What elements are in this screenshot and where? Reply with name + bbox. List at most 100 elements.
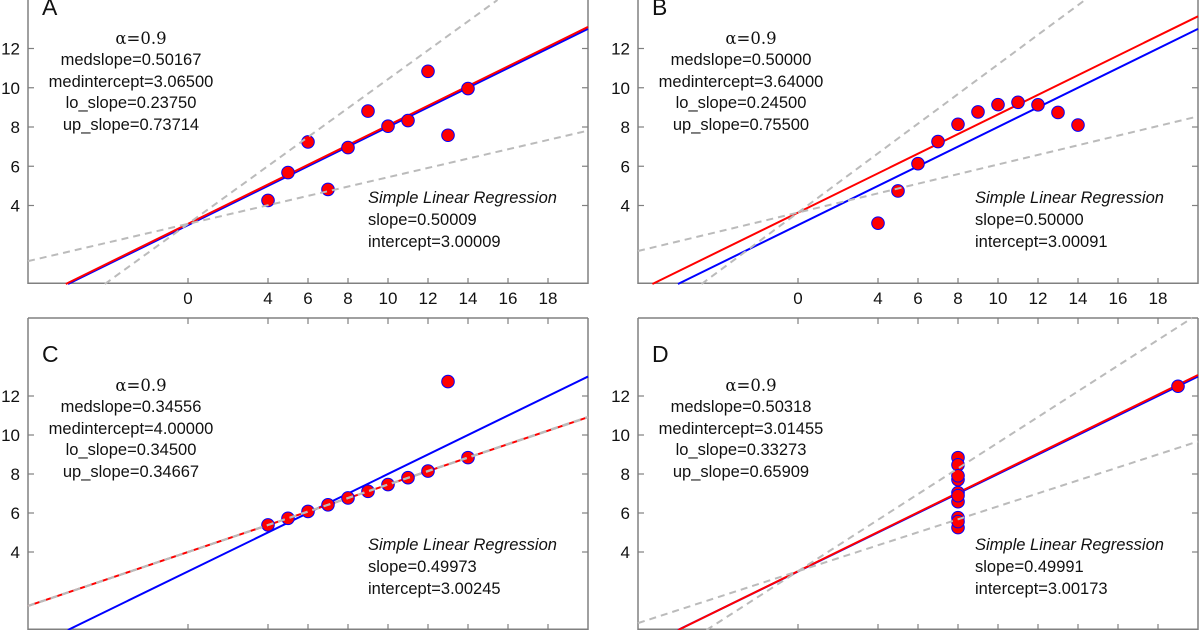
data-point [911,156,925,171]
data-point [1011,95,1025,110]
x-tick-label: 4 [263,289,272,308]
data-point [301,504,315,519]
x-tick-label: 18 [539,289,558,308]
data-point [361,484,375,499]
x-tick-label: 4 [873,289,882,308]
x-tick-label: 18 [1149,289,1168,308]
data-point [971,105,985,119]
y-tick-label: 10 [611,79,630,98]
data-point [381,477,395,492]
x-tick-label: 6 [913,289,922,308]
data-point [951,468,965,483]
slr-intercept-label: intercept=3.00245 [368,580,501,598]
data-point [361,104,375,118]
panel-label: D [652,341,669,367]
data-point [1171,379,1185,394]
x-tick-label: 8 [343,289,352,308]
theil-sen-medintercept-label: medintercept=3.06500 [49,73,214,91]
data-point [281,511,295,526]
theil-sen-line [651,15,1199,285]
data-point [401,113,415,128]
theil-sen-medslope-label: medslope=0.50318 [671,398,812,416]
y-tick-label: 8 [621,118,630,137]
data-point [441,374,455,389]
x-tick-label: 0 [183,289,192,308]
data-point [871,216,885,230]
panel-label: B [652,0,667,20]
y-tick-label: 6 [11,157,20,176]
y-tick-label: 12 [611,40,630,59]
theil-sen-medintercept-label: medintercept=3.01455 [659,420,824,438]
data-point [951,117,965,132]
theil-sen-line [677,374,1199,630]
y-tick-label: 4 [621,197,630,216]
data-point [931,134,945,149]
y-tick-label: 10 [1,79,20,98]
panel-label: C [42,341,59,367]
theil-sen-alpha-label: α=0.9 [115,376,166,395]
theil-sen-up-slope-label: up_slope=0.75500 [673,116,809,134]
theil-sen-medintercept-label: medintercept=4.00000 [49,420,214,438]
y-tick-label: 8 [11,465,20,484]
upper-slope-line [27,415,589,608]
y-tick-label: 4 [621,543,630,562]
y-tick-label: 8 [621,465,630,484]
slr-intercept-label: intercept=3.00091 [975,233,1108,251]
x-tick-label: 8 [953,289,962,308]
theil-sen-lo-slope-label: lo_slope=0.23750 [66,94,197,112]
y-tick-label: 8 [11,118,20,137]
data-point [951,488,965,503]
data-point [341,140,355,155]
x-tick-label: 16 [499,289,518,308]
theil-sen-up-slope-label: up_slope=0.65909 [673,463,809,481]
slr-intercept-label: intercept=3.00009 [368,233,501,251]
slr-intercept-label: intercept=3.00173 [975,580,1108,598]
data-point [301,135,315,149]
panel-a: 0 4 6 8 10 12 14 16 18 4 6 8 10 12 Aα=0.9 medslope=0.50… [1,0,589,308]
lower-slope-line [637,440,1199,625]
panel-c: 4 6 8 10 12 Cα=0.9 medslope=0.34556 medintercep… [1,317,589,630]
y-tick-label: 10 [1,426,20,445]
x-tick-label: 14 [1069,289,1088,308]
theil-sen-up-slope-label: up_slope=0.73714 [63,116,199,134]
theil-sen-alpha-label: α=0.9 [115,29,166,48]
theil-sen-line [65,26,589,285]
upper-slope-line [104,0,499,285]
ols-regression-line [67,27,589,285]
data-point [421,64,435,79]
theil-sen-medslope-label: medslope=0.50167 [61,51,202,69]
data-point [281,165,295,180]
y-tick-label: 12 [611,387,630,406]
y-tick-label: 6 [621,157,630,176]
x-tick-label: 6 [303,289,312,308]
slr-slope-label: slope=0.50000 [975,211,1084,229]
x-tick-label: 16 [1109,289,1128,308]
theil-sen-alpha-label: α=0.9 [725,376,776,395]
theil-sen-up-slope-label: up_slope=0.34667 [63,463,199,481]
slr-title: Simple Linear Regression [368,189,557,207]
y-tick-label: 12 [1,387,20,406]
data-point [461,450,475,465]
y-tick-label: 4 [11,543,20,562]
data-point [1051,105,1065,120]
slr-title: Simple Linear Regression [975,189,1164,207]
y-tick-label: 10 [611,426,630,445]
data-point [991,97,1005,112]
lower-slope-line [637,115,1199,253]
data-point [261,193,275,208]
y-tick-label: 4 [11,197,20,216]
theil-sen-lo-slope-label: lo_slope=0.34500 [66,441,197,459]
upper-slope-line [705,317,1193,630]
data-point [381,119,395,134]
ols-regression-line [677,27,1199,285]
theil-sen-alpha-label: α=0.9 [725,29,776,48]
slr-slope-label: slope=0.50009 [368,211,477,229]
panel-label: A [42,0,58,20]
x-tick-label: 12 [1029,289,1048,308]
slr-title: Simple Linear Regression [975,536,1164,554]
theil-sen-medslope-label: medslope=0.34556 [61,398,202,416]
slr-slope-label: slope=0.49973 [368,558,477,576]
panel-b: 0 4 6 8 10 12 14 16 18 4 6 8 10 12 Bα=0.9 medslope=0.50… [611,0,1199,308]
theil-sen-lo-slope-label: lo_slope=0.24500 [676,94,807,112]
